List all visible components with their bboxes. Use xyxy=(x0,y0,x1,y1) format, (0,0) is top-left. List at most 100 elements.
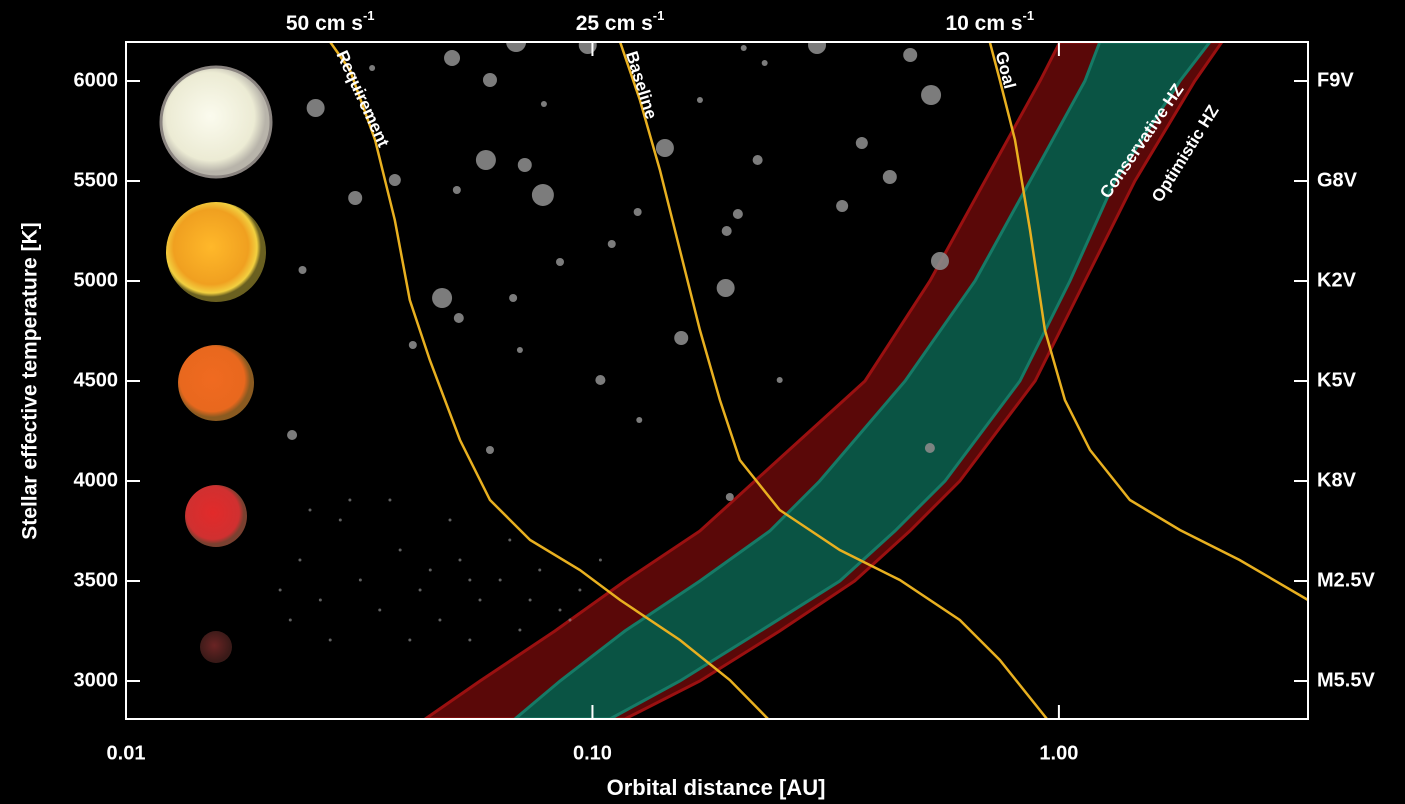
speed-exponent: -1 xyxy=(653,8,665,23)
planet xyxy=(595,375,605,385)
planet xyxy=(298,559,301,562)
y-axis-label: Stellar effective temperature [K] xyxy=(19,222,42,539)
planet xyxy=(388,499,391,502)
y2-tick-label: K2V xyxy=(1317,269,1357,291)
planet xyxy=(409,341,417,349)
planet xyxy=(476,150,496,170)
planet xyxy=(568,619,571,622)
planet xyxy=(538,569,541,572)
y2-tick-label: K8V xyxy=(1317,469,1357,491)
planet xyxy=(599,559,602,562)
chart: Orbital distance [AU] Stellar effective … xyxy=(0,0,1405,804)
planet xyxy=(578,589,581,592)
y2-tick-label: M5.5V xyxy=(1317,669,1375,691)
planet xyxy=(556,258,564,266)
planet xyxy=(329,639,332,642)
planet xyxy=(369,65,375,71)
x-tick-label: 0.01 xyxy=(107,742,146,764)
planet xyxy=(777,377,783,383)
y-tick-label: 4500 xyxy=(74,369,119,391)
y-tick-label: 5500 xyxy=(74,169,119,191)
planet xyxy=(921,85,941,105)
y2-tick-label: G8V xyxy=(1317,169,1358,191)
planet xyxy=(432,288,452,308)
planet xyxy=(541,101,547,107)
y-tick-label: 3000 xyxy=(74,669,119,691)
planet xyxy=(726,493,734,501)
speed-label: 10 cm s-1 xyxy=(945,8,1034,35)
y-tick-label: 4000 xyxy=(74,469,119,491)
planet xyxy=(453,186,461,194)
speed-label: 25 cm s-1 xyxy=(576,8,665,35)
planet xyxy=(722,226,732,236)
planet xyxy=(762,60,768,66)
planet xyxy=(339,519,342,522)
planet xyxy=(468,639,471,642)
star-icon xyxy=(178,345,254,421)
y2-tick-label: K5V xyxy=(1317,369,1357,391)
planet xyxy=(883,170,897,184)
planet xyxy=(289,619,292,622)
planet xyxy=(903,48,917,62)
planet xyxy=(517,347,523,353)
speed-value: 10 cm s xyxy=(945,12,1022,35)
planet xyxy=(518,629,521,632)
y-tick-label: 6000 xyxy=(74,69,119,91)
planet xyxy=(636,417,642,423)
planet xyxy=(856,137,868,149)
planet xyxy=(674,331,688,345)
planet xyxy=(486,446,494,454)
planet xyxy=(925,443,935,453)
planet xyxy=(299,266,307,274)
planet xyxy=(378,609,381,612)
planet xyxy=(559,609,562,612)
planet xyxy=(931,252,949,270)
planet xyxy=(608,240,616,248)
planet xyxy=(529,599,532,602)
planet xyxy=(656,139,674,157)
y2-tick-label: M2.5V xyxy=(1317,569,1375,591)
planet xyxy=(348,499,351,502)
planet xyxy=(836,200,848,212)
planet xyxy=(308,509,311,512)
star-icon xyxy=(161,67,271,177)
planet xyxy=(717,279,735,297)
star-icon xyxy=(185,485,247,547)
planet xyxy=(733,209,743,219)
planet xyxy=(408,639,411,642)
x-tick-label: 0.10 xyxy=(573,742,612,764)
planet xyxy=(458,559,461,562)
x-tick-label: 1.00 xyxy=(1039,742,1078,764)
planet xyxy=(508,539,511,542)
planet xyxy=(532,184,554,206)
speed-label: 50 cm s-1 xyxy=(286,8,375,35)
planet xyxy=(279,589,282,592)
y-tick-label: 5000 xyxy=(74,269,119,291)
planet xyxy=(307,99,325,117)
planet xyxy=(399,549,402,552)
star-icon xyxy=(166,202,266,302)
y2-tick-label: F9V xyxy=(1317,69,1354,91)
planet xyxy=(359,579,362,582)
planet xyxy=(518,158,532,172)
planet xyxy=(634,208,642,216)
planet xyxy=(468,579,471,582)
planet xyxy=(419,589,422,592)
speed-value: 25 cm s xyxy=(576,12,653,35)
planet xyxy=(697,97,703,103)
planet xyxy=(448,519,451,522)
planet xyxy=(348,191,362,205)
speed-exponent: -1 xyxy=(1023,8,1035,23)
planet xyxy=(741,45,747,51)
planet xyxy=(753,155,763,165)
speed-exponent: -1 xyxy=(363,8,375,23)
x-axis-label: Orbital distance [AU] xyxy=(607,775,826,800)
planet xyxy=(478,599,481,602)
y-tick-label: 3500 xyxy=(74,569,119,591)
planet xyxy=(319,599,322,602)
planet xyxy=(509,294,517,302)
star-icon xyxy=(200,631,232,663)
planet xyxy=(454,313,464,323)
planet xyxy=(429,569,432,572)
planet xyxy=(444,50,460,66)
